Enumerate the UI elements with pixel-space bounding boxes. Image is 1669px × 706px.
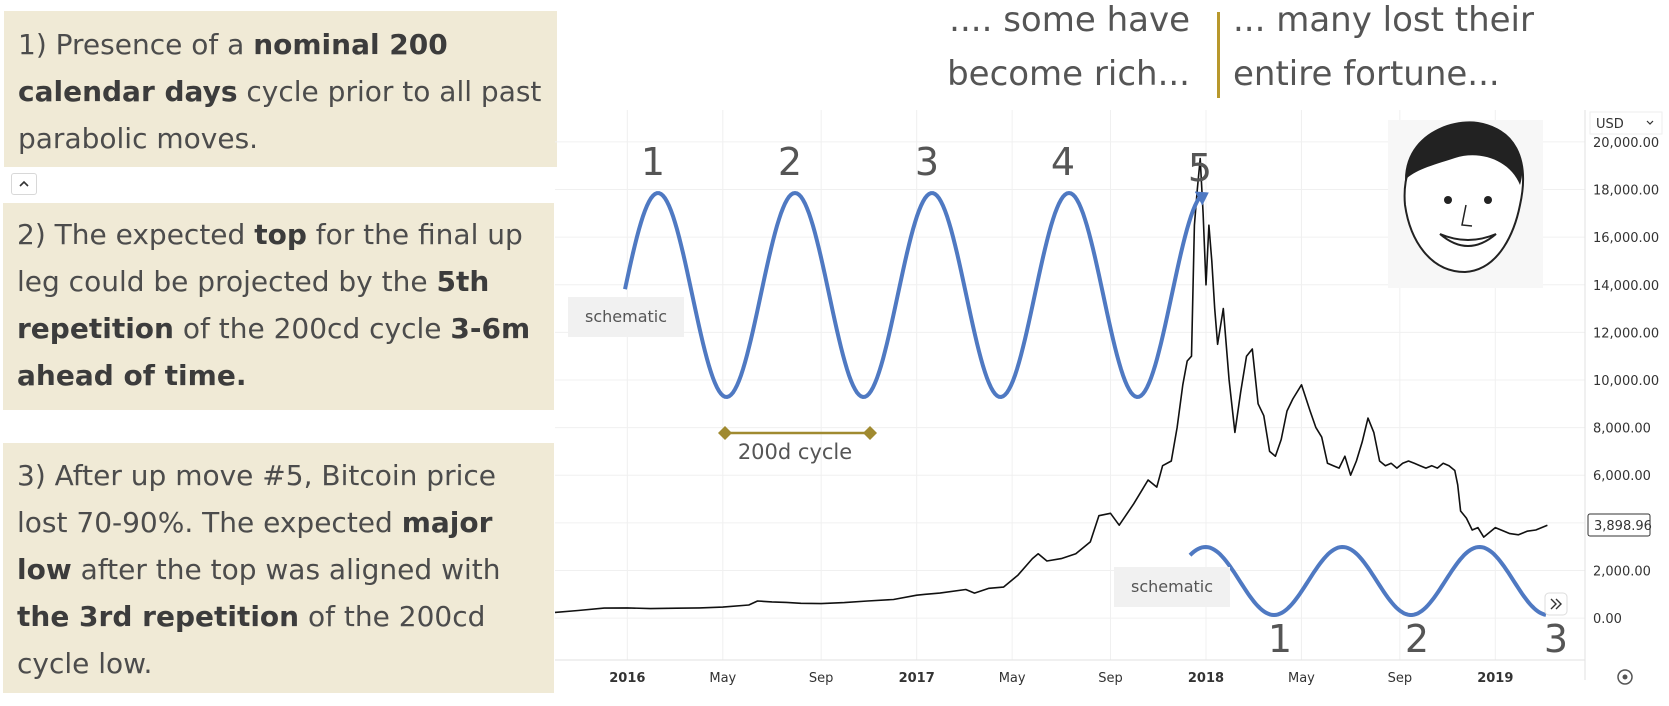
box1-text-2: cycle prior to all past parabolic moves. [18, 75, 542, 155]
collapse-button[interactable] [11, 173, 37, 195]
chevron-up-icon [19, 180, 29, 187]
double-chevron-right-icon [1550, 598, 1562, 610]
quote-left-line-1: .... some have [949, 0, 1190, 40]
annotation-box-2: 2) The expected top for the final up leg… [3, 203, 554, 410]
y-tick-label: 20,000.00 [1593, 136, 1659, 151]
schematic-label-top: schematic [568, 297, 684, 337]
y-tick-label: 10,000.00 [1593, 374, 1659, 389]
box2-text-1: 2) The expected [17, 218, 255, 251]
trough-number-labels: 1 2 3 [1268, 617, 1568, 661]
peak-number: 3 [915, 140, 939, 184]
y-tick-label: 12,000.00 [1593, 326, 1659, 341]
y-tick-label: 6,000.00 [1593, 469, 1651, 484]
y-tick-label: 18,000.00 [1593, 184, 1659, 199]
cycle-schematic-top [623, 190, 1201, 400]
quote-many-lost: ... many lost their entire fortune... [1233, 0, 1593, 101]
x-axis-ticks: 2016 May Sep 2017 May Sep 2018 May Sep 2019 [609, 671, 1513, 686]
box1-text-1: 1) Presence of a [18, 28, 254, 61]
quote-right-line-1: ... many lost their [1233, 0, 1534, 40]
y-tick-label: 8,000.00 [1593, 422, 1651, 437]
x-tick-label: May [1288, 671, 1315, 686]
currency-label: USD [1596, 117, 1624, 132]
quote-left-line-2: become rich... [947, 54, 1190, 94]
box1-bold-1: nominal 200 calendar days [18, 28, 448, 108]
x-tick-label: May [709, 671, 736, 686]
currency-selector[interactable]: USD [1589, 111, 1663, 135]
x-tick-label: 2019 [1477, 671, 1513, 686]
schematic-text-bottom: schematic [1131, 577, 1213, 596]
box2-text-3: of the 200cd cycle [173, 312, 451, 345]
x-tick-label: 2016 [609, 671, 645, 686]
cycle-schematic-bottom [1188, 544, 1547, 618]
x-tick-label: 2017 [899, 671, 935, 686]
y-tick-label: 16,000.00 [1593, 231, 1659, 246]
last-price-tag: 3,898.96 [1587, 513, 1652, 537]
y-tick-label: 0.00 [1593, 612, 1622, 627]
box3-bold-1: major low [17, 506, 493, 586]
trough-number: 1 [1268, 617, 1292, 661]
x-tick-label: 2018 [1188, 671, 1224, 686]
peak-number: 5 [1188, 146, 1212, 190]
chevron-down-icon [1646, 120, 1654, 125]
schematic-text-top: schematic [585, 307, 667, 326]
last-price-label: 3,898.96 [1594, 519, 1652, 534]
box2-bold-1: top [254, 218, 307, 251]
box3-text-1: 3) After up move #5, Bitcoin price lost … [17, 459, 496, 539]
peak-number: 1 [641, 140, 665, 184]
scroll-to-latest-button[interactable] [1544, 592, 1568, 616]
y-tick-label: 2,000.00 [1593, 564, 1651, 579]
portrait-sketch [1388, 120, 1543, 288]
annotation-box-3: 3) After up move #5, Bitcoin price lost … [3, 443, 554, 693]
box2-text-2: for the final up leg could be projected … [17, 218, 523, 298]
schematic-label-bottom: schematic [1114, 567, 1230, 607]
trough-number: 3 [1544, 617, 1568, 661]
box3-text-2: after the top was aligned with [71, 553, 501, 586]
peak-number: 2 [778, 140, 802, 184]
y-tick-label: 14,000.00 [1593, 279, 1659, 294]
peak-number-labels: 1 2 3 4 5 [641, 140, 1212, 190]
cycle-length-marker: 200d cycle [718, 426, 877, 464]
quote-divider [1217, 12, 1220, 98]
annotation-box-1: 1) Presence of a nominal 200 calendar da… [4, 11, 557, 167]
x-tick-label: May [999, 671, 1026, 686]
y-axis-ticks: 0.002,000.004,000.006,000.008,000.0010,0… [1593, 136, 1659, 627]
x-tick-label: Sep [1098, 671, 1123, 686]
box3-bold-2: the 3rd repetition [17, 600, 300, 633]
x-tick-label: Sep [809, 671, 834, 686]
quote-right-line-2: entire fortune... [1233, 54, 1500, 94]
box2-bold-2: 5th repetition [17, 265, 490, 345]
chart-settings-button[interactable] [1617, 669, 1633, 685]
chart-grid [555, 110, 1585, 660]
cycle-length-label: 200d cycle [738, 440, 852, 464]
peak-number: 4 [1051, 140, 1075, 184]
gear-icon [1617, 669, 1633, 685]
box2-bold-3: 3-6m ahead of time. [17, 312, 531, 392]
box3-text-3: of the 200cd cycle low. [17, 600, 486, 680]
trough-number: 2 [1405, 617, 1429, 661]
quote-some-rich: .... some have become rich... [890, 0, 1190, 101]
price-series-line [554, 157, 1548, 614]
x-tick-label: Sep [1388, 671, 1413, 686]
arrowhead-icon [1194, 191, 1209, 206]
